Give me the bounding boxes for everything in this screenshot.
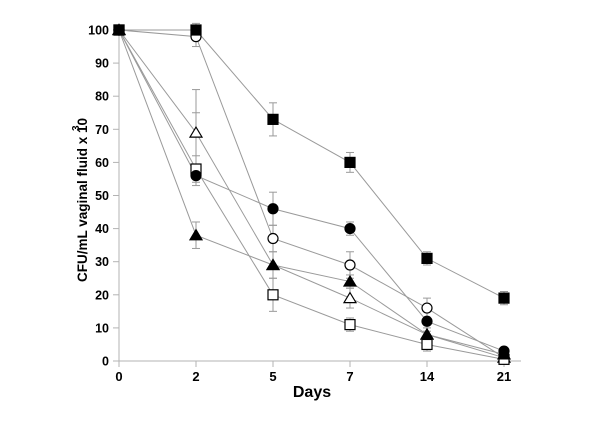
x-tick-label: 2: [192, 369, 199, 384]
filled-square-line: [119, 29, 505, 299]
filled-circle-marker: [498, 345, 510, 357]
open-circle-line: [118, 29, 505, 359]
filled-circle-marker: [344, 223, 356, 235]
x-tick-label: 14: [420, 369, 435, 384]
open-circle-marker: [421, 302, 433, 314]
y-tick-label: 10: [95, 321, 109, 335]
filled-circle-marker: [421, 315, 433, 327]
filled-square-marker: [190, 24, 202, 36]
filled-circle-marker: [267, 203, 279, 215]
x-axis-label: Days: [293, 384, 331, 401]
open-triangle-marker: [188, 125, 204, 138]
filled-triangle-line: [118, 29, 505, 355]
filled-triangle-marker: [419, 327, 435, 340]
y-tick-label: 70: [95, 123, 109, 137]
y-tick-label: 30: [95, 255, 109, 269]
x-tick-label: 21: [497, 369, 511, 384]
filled-triangle-marker: [342, 274, 358, 287]
open-square-line: [118, 29, 505, 360]
open-triangle-marker: [342, 291, 358, 304]
y-tick-label: 60: [95, 156, 109, 170]
y-axis-label-superscript: 3: [71, 125, 82, 131]
filled-circle-line: [118, 29, 505, 352]
plot-area: 0 10 20 30 40 50 60 70 80 90 100 0 2 5 7 14 21: [88, 22, 521, 384]
y-tick-label: 0: [102, 355, 109, 369]
filled-square-marker: [498, 292, 510, 304]
x-tick-label: 0: [115, 369, 122, 384]
y-tick-label: 80: [95, 90, 109, 104]
y-tick-label: 20: [95, 288, 109, 302]
y-tick-label: 100: [88, 24, 109, 38]
open-square-marker: [267, 289, 279, 301]
filled-triangle-marker: [265, 258, 281, 271]
x-tick-label: 7: [346, 369, 353, 384]
open-circle-marker: [344, 259, 356, 271]
open-square-marker: [421, 338, 433, 351]
filled-square-marker: [344, 156, 356, 168]
open-square-marker: [344, 318, 356, 331]
filled-square-marker: [421, 252, 433, 264]
y-tick-label: 50: [95, 189, 109, 203]
open-circle-marker: [267, 232, 279, 245]
filled-square-marker: [267, 113, 279, 125]
filled-triangle-marker: [188, 228, 204, 241]
y-axis-label: CFU/mL vaginal fluid x 10: [75, 118, 90, 282]
filled-circle-marker: [113, 24, 125, 36]
filled-circle-marker: [190, 170, 202, 182]
y-tick-label: 90: [95, 57, 109, 71]
open-triangle-line: [118, 29, 505, 359]
x-tick-label: 5: [269, 369, 276, 384]
y-tick-label: 40: [95, 222, 109, 236]
